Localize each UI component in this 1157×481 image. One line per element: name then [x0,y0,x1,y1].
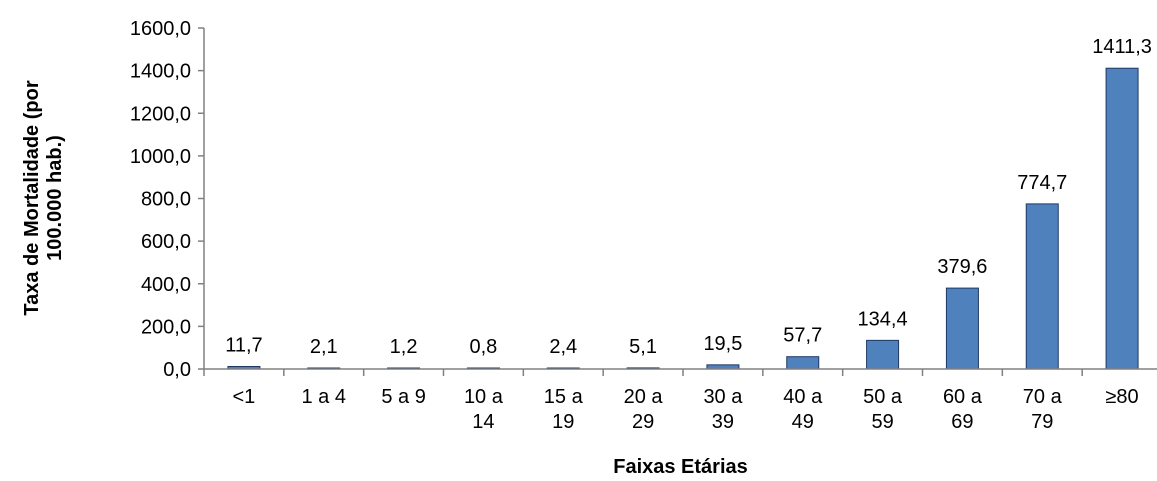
data-label: 19,5 [703,333,742,355]
category-label-line: 30 a [703,386,743,408]
category-label-line: 1 a 4 [302,386,346,408]
y-tick-label: 1200,0 [130,103,191,125]
category-label-line: 40 a [783,386,823,408]
axes [203,28,1157,376]
category-label-line: <1 [233,386,256,408]
category-label-line: 59 [871,411,893,433]
bar [945,287,979,370]
category-label: 20 a 29 [624,386,664,433]
category-label: 50 a 59 [863,386,903,433]
category-label: 60 a 69 [943,386,983,433]
category-label-line: 49 [792,411,814,433]
category-label: 10 a 14 [464,386,504,433]
data-labels: 11,7 2,1 1,2 0,8 2,4 5,1 19,5 57,7 134,4 379,6 774… [225,36,1152,358]
category-label: <1 [233,386,256,408]
y-tick-label: 1400,0 [130,61,191,83]
data-label: 1,2 [390,336,418,358]
category-label-line: 39 [712,411,734,433]
data-label: 1411,3 [1092,36,1152,58]
data-label: 11,7 [225,335,262,357]
data-label: 774,7 [1017,172,1067,194]
data-label: 0,8 [470,336,498,358]
category-label-line: 60 a [943,386,983,408]
bars [227,67,1139,370]
y-tick-label: 600,0 [141,231,191,253]
category-label-line: 79 [1031,411,1053,433]
data-label: 5,1 [629,336,657,358]
y-axis-title-line: Taxa de Mortalidade (por [21,80,43,315]
category-label: 40 a 49 [783,386,823,433]
y-tick-label: 0,0 [163,359,191,381]
y-axis-title-text: Taxa de Mortalidade (por100.000 hab.) [21,80,66,315]
y-tick-label: 1000,0 [130,146,191,168]
y-axis-title: Taxa de Mortalidade (por100.000 hab.) [21,80,66,315]
category-label: 30 a 39 [703,386,743,433]
data-label: 134,4 [858,308,908,330]
category-label-line: 29 [632,411,654,433]
category-label-line: 19 [552,411,574,433]
category-label-line: 14 [472,411,494,433]
category-label-line: 5 a 9 [381,386,425,408]
category-label-line: ≥80 [1105,386,1138,408]
bar [1105,67,1139,370]
bar [1025,203,1059,370]
category-label: 70 a 79 [1023,386,1063,433]
category-label-line: 50 a [863,386,903,408]
category-label: 15 a 19 [544,386,584,433]
y-tick-label: 800,0 [141,189,191,211]
category-labels: <1 1 a 4 5 a 9 10 a 14 15 a 19 20 a 29 30 a 39 40 a… [233,386,1139,433]
category-label: 5 a 9 [381,386,425,408]
data-label: 379,6 [937,256,987,278]
data-label: 2,4 [549,336,577,358]
y-axis-title-line: 100.000 hab.) [44,135,66,261]
y-axis-ticks: 0,0 200,0 400,0 600,0 800,0 1000,0 1200,0 1400,… [130,18,204,381]
data-label: 57,7 [783,325,822,347]
bar [786,356,820,370]
x-axis-title: Faixas Etárias [613,456,748,478]
category-label-line: 10 a [464,386,504,408]
category-label-line: 15 a [544,386,584,408]
y-tick-label: 200,0 [141,316,191,338]
category-label-line: 70 a [1023,386,1063,408]
y-tick-label: 1600,0 [130,18,191,40]
category-label-line: 20 a [624,386,664,408]
y-tick-label: 400,0 [141,274,191,296]
data-label: 2,1 [310,336,338,358]
bar [866,339,900,370]
category-label: 1 a 4 [302,386,346,408]
category-label: ≥80 [1105,386,1138,408]
category-label-line: 69 [951,411,973,433]
